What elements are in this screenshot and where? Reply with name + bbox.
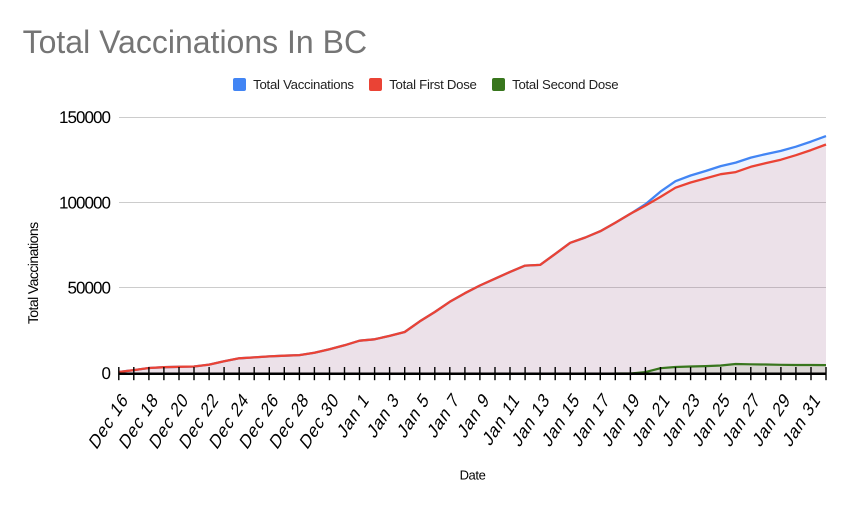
svg-text:Jan 7: Jan 7 [424,388,463,443]
svg-text:Total Vaccinations: Total Vaccinations [25,222,41,324]
svg-text:150000: 150000 [59,108,111,127]
svg-text:Jan 1: Jan 1 [334,388,373,443]
svg-text:50000: 50000 [67,279,110,298]
svg-text:Date: Date [460,467,486,482]
svg-text:0: 0 [101,364,110,383]
svg-text:Jan 5: Jan 5 [394,388,433,443]
svg-text:Jan 3: Jan 3 [364,388,403,443]
svg-text:100000: 100000 [59,193,111,212]
